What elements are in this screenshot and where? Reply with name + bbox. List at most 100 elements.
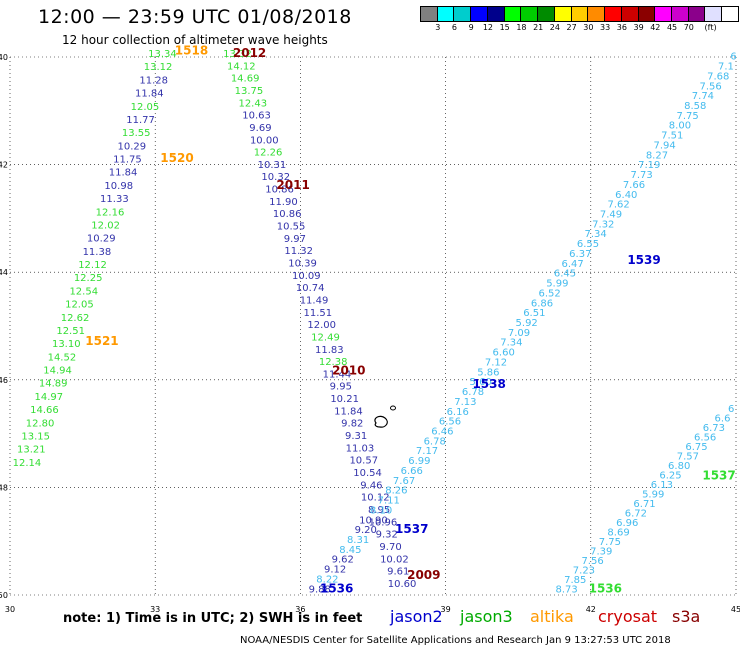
swh-value: 6.37 bbox=[569, 249, 591, 260]
swh-value: 7.56 bbox=[699, 81, 721, 92]
pass-time-label: 1521 bbox=[85, 334, 118, 348]
swh-value: 6.52 bbox=[539, 288, 561, 299]
swh-value: 11.90 bbox=[269, 197, 298, 208]
swh-value: 6.72 bbox=[625, 508, 647, 519]
x-tick-label: 30 bbox=[5, 605, 15, 614]
colorbar-label: 3 bbox=[435, 23, 441, 32]
swh-value: 9.32 bbox=[376, 530, 398, 541]
swh-value: 13.75 bbox=[235, 86, 264, 97]
legend-jason2: jason2 bbox=[390, 607, 443, 626]
colorbar-label: 30 bbox=[583, 23, 594, 32]
swh-value: 6 bbox=[728, 404, 734, 415]
swh-value: 11.84 bbox=[334, 406, 363, 417]
swh-value: 7.49 bbox=[600, 210, 622, 221]
swh-value: 13.10 bbox=[52, 339, 81, 350]
swh-value: 7.17 bbox=[416, 446, 438, 457]
swh-value: 6.75 bbox=[685, 442, 707, 453]
swh-value: 12.54 bbox=[69, 286, 98, 297]
swh-value: 7.13 bbox=[454, 397, 476, 408]
colorbar-label: 9 bbox=[468, 23, 474, 32]
swh-value: 6.55 bbox=[577, 239, 599, 250]
swh-value: 13.32 bbox=[223, 49, 252, 60]
swh-value: 9.70 bbox=[379, 542, 401, 553]
colorbar bbox=[420, 6, 739, 22]
swh-value: 10.54 bbox=[353, 468, 382, 479]
note-text: note: 1) Time is in UTC; 2) SWH is in fe… bbox=[63, 611, 363, 626]
swh-value: 9.20 bbox=[355, 525, 377, 536]
swh-value: 7.66 bbox=[623, 180, 645, 191]
swh-value: 13.34 bbox=[148, 49, 177, 60]
swh-value: 6.78 bbox=[424, 436, 446, 447]
swh-value: 7.68 bbox=[707, 71, 729, 82]
swh-value: 11.32 bbox=[284, 246, 313, 257]
pass-time-label: 1518 bbox=[175, 43, 208, 57]
swh-value: 14.97 bbox=[34, 392, 63, 403]
swh-value: 6 bbox=[730, 52, 736, 63]
swh-value: 12.49 bbox=[311, 332, 340, 343]
swh-value: 5.99 bbox=[642, 489, 664, 500]
swh-value: 11.49 bbox=[300, 295, 329, 306]
swh-value: 10.31 bbox=[258, 160, 287, 171]
swh-value: 6.56 bbox=[439, 417, 461, 428]
swh-value: 8.45 bbox=[339, 545, 361, 556]
y-tick-label: -44 bbox=[0, 268, 8, 277]
page-subtitle: 12 hour collection of altimeter wave hei… bbox=[62, 33, 328, 47]
swh-value: 5.60 bbox=[470, 377, 492, 388]
swh-value: 9.95 bbox=[330, 382, 352, 393]
swh-value: 6.71 bbox=[633, 499, 655, 510]
swh-value: 12.25 bbox=[74, 273, 103, 284]
swh-value: 6.99 bbox=[408, 456, 430, 467]
legend-jason3: jason3 bbox=[460, 607, 513, 626]
swh-value: 11.33 bbox=[100, 194, 129, 205]
swh-value: 10.57 bbox=[349, 456, 378, 467]
swh-value: 7.19 bbox=[638, 160, 660, 171]
swh-value: 12.80 bbox=[26, 418, 55, 429]
pass-time-label: 2009 bbox=[407, 568, 440, 582]
swh-value: 10.29 bbox=[87, 234, 116, 245]
swh-value: 10.55 bbox=[277, 222, 306, 233]
swh-value: 14.52 bbox=[48, 352, 77, 363]
colorbar-label: 33 bbox=[600, 23, 611, 32]
colorbar-label: 27 bbox=[566, 23, 577, 32]
swh-value: 7.75 bbox=[676, 111, 698, 122]
swh-value: 6.47 bbox=[562, 259, 584, 270]
swh-value: 9.62 bbox=[332, 555, 354, 566]
colorbar-label: 70 bbox=[683, 23, 694, 32]
pass-time-label: 1536 bbox=[589, 581, 622, 595]
colorbar-label: 36 bbox=[616, 23, 627, 32]
colorbar-label: 12 bbox=[482, 23, 494, 32]
swh-value: 10.09 bbox=[292, 271, 321, 282]
swh-value: 10.96 bbox=[369, 517, 398, 528]
colorbar-swatch bbox=[721, 6, 739, 22]
colorbar-label: 15 bbox=[499, 23, 510, 32]
pass-time-label: 2012 bbox=[233, 46, 266, 60]
swh-value: 7.23 bbox=[573, 565, 595, 576]
swh-value: 7.94 bbox=[653, 140, 675, 151]
swh-value: 12.51 bbox=[56, 326, 85, 337]
legend-s3a: s3a bbox=[672, 607, 701, 626]
swh-value: 10.86 bbox=[265, 185, 294, 196]
swh-value: 5.92 bbox=[516, 318, 538, 329]
pass-time-label: 1538 bbox=[472, 377, 505, 391]
swh-value: 10.12 bbox=[361, 493, 390, 504]
swh-value: 12.43 bbox=[238, 98, 267, 109]
swh-value: 11.75 bbox=[113, 155, 142, 166]
colorbar-label: 24 bbox=[549, 23, 560, 32]
swh-value: 12.38 bbox=[319, 357, 348, 368]
swh-value: 12.12 bbox=[78, 260, 107, 271]
swh-value: 8.95 bbox=[368, 505, 390, 516]
pass-time-label: 1520 bbox=[160, 151, 193, 165]
swh-value: 7.74 bbox=[692, 91, 714, 102]
swh-value: 6.40 bbox=[615, 190, 637, 201]
swh-value: 9.69 bbox=[249, 123, 271, 134]
swh-value: 5.86 bbox=[477, 367, 499, 378]
swh-value: 8.00 bbox=[669, 121, 691, 132]
pass-time-label: 1537 bbox=[702, 468, 735, 482]
y-tick-label: -40 bbox=[0, 53, 8, 62]
swh-value: 8.31 bbox=[347, 535, 369, 546]
swh-value: 7.56 bbox=[581, 556, 603, 567]
swh-value: 14.12 bbox=[227, 61, 256, 72]
swh-value: 8.22 bbox=[316, 574, 338, 585]
